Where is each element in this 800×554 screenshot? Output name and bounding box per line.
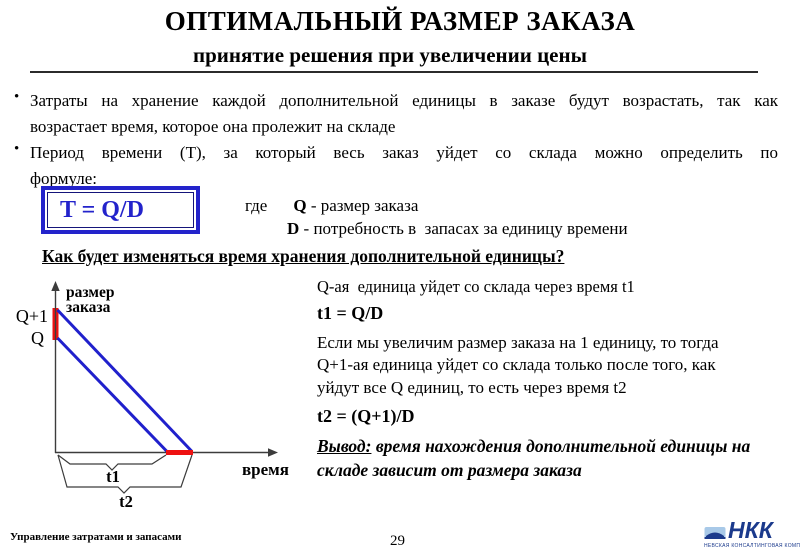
x-axis-arrow-icon xyxy=(268,448,278,457)
y-axis-arrow-icon xyxy=(51,281,60,291)
bullet-line: Период времени (Т), за который весь зака… xyxy=(30,143,778,162)
t2-brace xyxy=(57,454,193,494)
formula-legend-line1: где Q - размер заказа xyxy=(245,196,418,216)
inventory-depletion-chart: размер заказа Q+1 Q время t1 t2 xyxy=(16,281,289,511)
chart-line-q-plus-1 xyxy=(56,308,194,453)
where-label: где xyxy=(245,196,268,215)
y-axis-label-line1: размер xyxy=(66,284,114,301)
nkk-logo-row: НКК xyxy=(704,518,773,542)
y-tick-q-plus-1: Q+1 xyxy=(16,306,48,326)
bullet-list: • Затраты на хранение каждой дополнитель… xyxy=(12,88,778,192)
t1-brace xyxy=(57,454,167,471)
bullet-item: • Затраты на хранение каждой дополнитель… xyxy=(12,88,778,140)
right-paragraph-line: Если мы увеличим размер заказа на 1 един… xyxy=(317,333,719,352)
page-number: 29 xyxy=(390,533,405,549)
bullet-line: возрастает время, которое она пролежит н… xyxy=(30,117,396,136)
y-axis-label-line2: заказа xyxy=(66,299,111,316)
bullet-icon: • xyxy=(14,141,20,157)
d-definition: - потребность в запасах за единицу време… xyxy=(299,219,628,238)
page-title: ОПТИМАЛЬНЫЙ РАЗМЕР ЗАКАЗА xyxy=(164,6,636,36)
formula-t1: t1 = Q/D xyxy=(317,303,384,323)
bullet-line: формуле: xyxy=(30,169,98,188)
nkk-logo-subtext: НЕВСКАЯ КОНСАЛТИНГОВАЯ КОМПАНИЯ xyxy=(704,543,800,549)
right-paragraph: Если мы увеличим размер заказа на 1 един… xyxy=(317,332,797,399)
q-term: Q xyxy=(293,196,307,215)
page-subtitle: принятие решения при увеличении цены xyxy=(193,43,587,67)
bullet-line: Затраты на хранение каждой дополнительно… xyxy=(30,91,778,110)
formula-box-inner: T = Q/D xyxy=(47,192,194,228)
conclusion: Вывод: время нахождения дополнительной е… xyxy=(317,434,797,482)
d-term: D xyxy=(287,219,300,238)
bullet-item: • Период времени (Т), за который весь за… xyxy=(12,140,778,192)
chart-extra-time-highlight xyxy=(166,450,193,455)
right-paragraph-line: уйдут все Q единиц, то есть через время … xyxy=(317,377,627,397)
nkk-logo-mark-icon xyxy=(704,527,726,539)
formula-T: T = Q/D xyxy=(60,196,144,223)
chart-line-q xyxy=(56,336,169,453)
bullet-icon: • xyxy=(14,89,20,105)
formula-legend-line2: D - потребность в запасах за единицу вре… xyxy=(287,219,628,239)
t2-label: t2 xyxy=(119,492,133,511)
conclusion-rest: время нахождения дополнительной единицы … xyxy=(371,436,751,456)
nkk-logo-text: НКК xyxy=(728,517,773,543)
question-heading: Как будет изменяться время хранения допо… xyxy=(42,246,565,266)
footer-course-title: Управление затратами и запасами xyxy=(10,531,182,543)
formula-box: T = Q/D xyxy=(41,186,200,234)
conclusion-label: Вывод: xyxy=(317,436,372,456)
x-axis-label: время xyxy=(242,460,289,479)
formula-t2: t2 = (Q+1)/D xyxy=(317,406,415,426)
conclusion-line2: складе зависит от размера заказа xyxy=(317,460,582,480)
right-text-q-unit: Q-ая единица уйдет со склада через время… xyxy=(317,277,635,296)
q-definition: - размер заказа xyxy=(306,196,419,215)
right-paragraph-line: Q+1-ая единица уйдет со склада только по… xyxy=(317,355,716,375)
y-tick-q: Q xyxy=(31,328,44,348)
header-divider xyxy=(30,71,758,73)
nkk-logo: НКК НЕВСКАЯ КОНСАЛТИНГОВАЯ КОМПАНИЯ xyxy=(704,518,800,550)
conclusion-line1: Вывод: время нахождения дополнительной е… xyxy=(317,434,797,458)
t1-label: t1 xyxy=(106,467,120,486)
